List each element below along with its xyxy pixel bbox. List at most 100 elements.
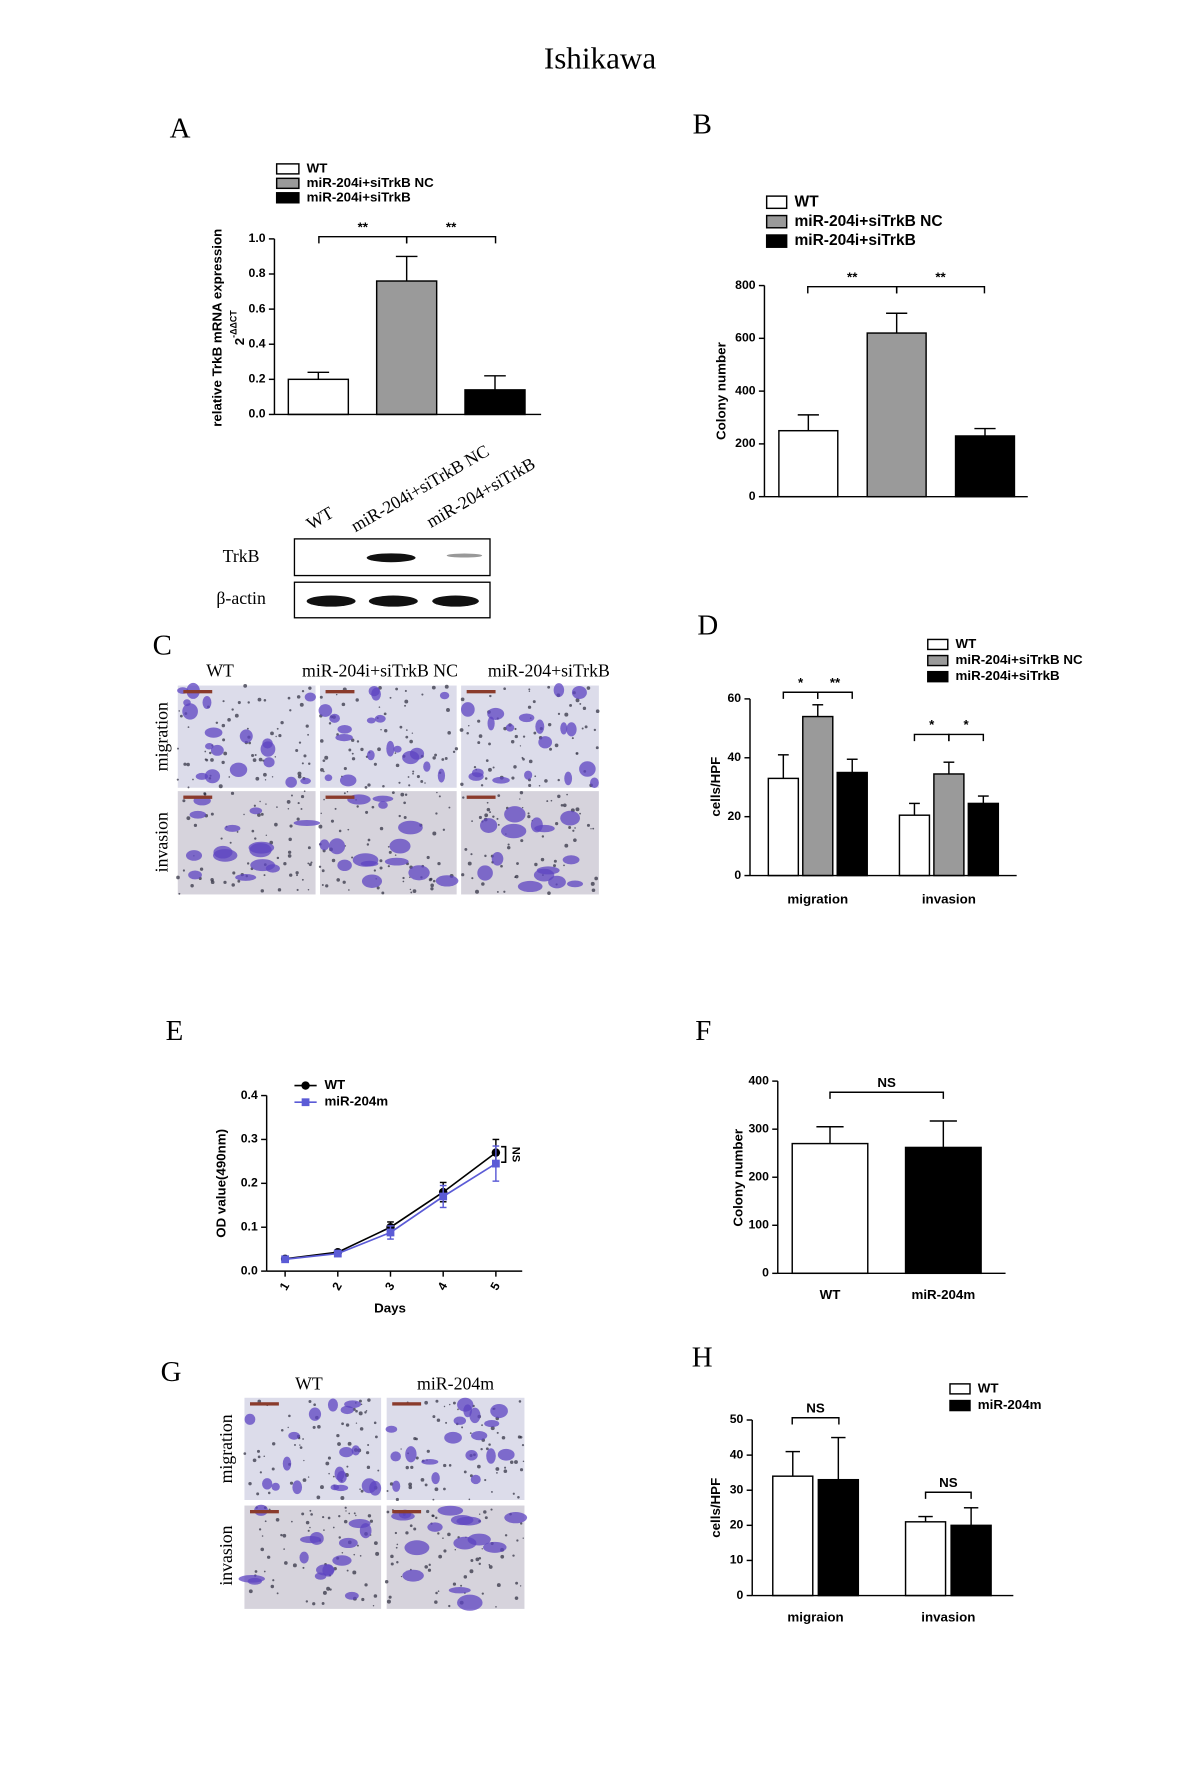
micrograph-dot [454, 1549, 457, 1551]
panel-label: G [161, 1356, 182, 1388]
micrograph-dot [426, 1449, 430, 1453]
micrograph-dot [412, 889, 417, 893]
x-tick-label: migration [787, 892, 848, 907]
micrograph-cell [404, 1540, 430, 1556]
micrograph-cell [337, 724, 352, 734]
micrograph-dot [497, 823, 500, 826]
micrograph-dot [436, 1418, 441, 1422]
micrograph-dot [251, 829, 255, 833]
micrograph-dot [477, 1464, 481, 1469]
micrograph-dot [274, 822, 278, 827]
panel-label: F [695, 1015, 711, 1047]
micrograph-dot [402, 880, 405, 883]
micrograph-dot [187, 786, 190, 789]
micrograph-dot [355, 1409, 358, 1413]
micrograph-dot [586, 823, 590, 827]
micrograph-dot [275, 1517, 280, 1522]
micrograph-dot [336, 1433, 340, 1438]
micrograph-dot [452, 1401, 456, 1405]
micrograph-dot [579, 812, 581, 815]
micrograph-cell [548, 875, 566, 889]
y-axis-label: Colony number [730, 1129, 745, 1227]
micrograph-dot [337, 1442, 341, 1446]
micrograph-dot [307, 846, 311, 850]
bar [836, 771, 868, 877]
micrograph-dot [411, 732, 414, 734]
micrograph-dot [534, 775, 537, 778]
micrograph-dot [553, 859, 557, 863]
micrograph-dot [176, 875, 180, 880]
micrograph-dot [412, 772, 414, 775]
micrograph-dot [420, 1477, 425, 1482]
micrograph-dot [404, 704, 407, 707]
micrograph-dot [480, 784, 484, 787]
micrograph-dot [344, 1506, 347, 1509]
y-axis-label-base: 2 [232, 338, 247, 345]
micrograph-dot [381, 891, 385, 895]
micrograph-dot [261, 1535, 264, 1537]
y-tick-label: 20 [730, 1518, 744, 1532]
micrograph-dot [299, 1444, 301, 1446]
significance-label: ** [358, 219, 369, 234]
micrograph-dot [351, 757, 356, 761]
micrograph-dot [345, 1510, 347, 1512]
micrograph-dot [383, 712, 387, 716]
micrograph-dot [403, 801, 406, 805]
y-tick-label: 0.4 [241, 1088, 258, 1102]
micrograph-dot [204, 758, 207, 761]
micrograph-cell [497, 1448, 515, 1461]
micrograph-cell [567, 880, 584, 888]
micrograph-dot [263, 772, 267, 777]
micrograph-dot [358, 1399, 362, 1403]
micrograph-dot [328, 722, 332, 725]
micrograph-cell [491, 851, 504, 866]
micrograph-dot [477, 741, 481, 745]
micrograph-dot [538, 784, 541, 787]
micrograph-dot [177, 747, 179, 750]
significance-label: ** [847, 269, 858, 284]
micrograph-dot [386, 1599, 391, 1604]
micrograph-dot [293, 1443, 296, 1446]
micrograph-dot [367, 783, 371, 787]
micrograph-cell [308, 1407, 322, 1421]
micrograph [461, 685, 599, 788]
micrograph-dot [388, 1595, 392, 1599]
legend-label: miR-204m [324, 1094, 388, 1109]
micrograph-dot [296, 695, 301, 699]
micrograph-dot [595, 709, 600, 714]
micrograph-dot [484, 1478, 487, 1482]
micrograph-dot [560, 803, 564, 807]
micrograph-dot [503, 890, 506, 893]
micrograph-cell [250, 859, 276, 872]
micrograph-dot [223, 880, 227, 884]
micrograph-dot [434, 1487, 439, 1492]
micrograph-dot [409, 739, 413, 744]
micrograph-cell [590, 777, 599, 789]
bar [967, 802, 1000, 877]
micrograph-dot [404, 699, 409, 704]
y-tick-label: 40 [728, 750, 742, 764]
micrograph-dot [436, 791, 438, 794]
micrograph-cell [182, 703, 198, 720]
micrograph-dot [303, 1459, 305, 1462]
micrograph-dot [404, 689, 407, 692]
micrograph-dot [360, 1403, 363, 1406]
micrograph-dot [263, 1455, 266, 1458]
micrograph-dot [449, 1403, 451, 1406]
micrograph-cell [402, 1569, 424, 1582]
micrograph-dot [426, 1509, 430, 1514]
y-tick-label: 50 [730, 1412, 744, 1426]
micrograph-dot [464, 847, 468, 851]
micrograph-cell [244, 1413, 256, 1425]
micrograph-dot [308, 762, 311, 765]
micrograph-dot [435, 1399, 439, 1403]
micrograph-dot [504, 1466, 507, 1469]
micrograph-dot [527, 812, 530, 815]
micrograph-dot [544, 779, 548, 783]
micrograph-dot [361, 1597, 365, 1602]
micrograph-dot [402, 876, 405, 880]
micrograph-dot [255, 776, 260, 781]
micrograph-dot [391, 791, 395, 795]
micrograph-dot [348, 748, 352, 752]
micrograph-dot [287, 850, 292, 854]
